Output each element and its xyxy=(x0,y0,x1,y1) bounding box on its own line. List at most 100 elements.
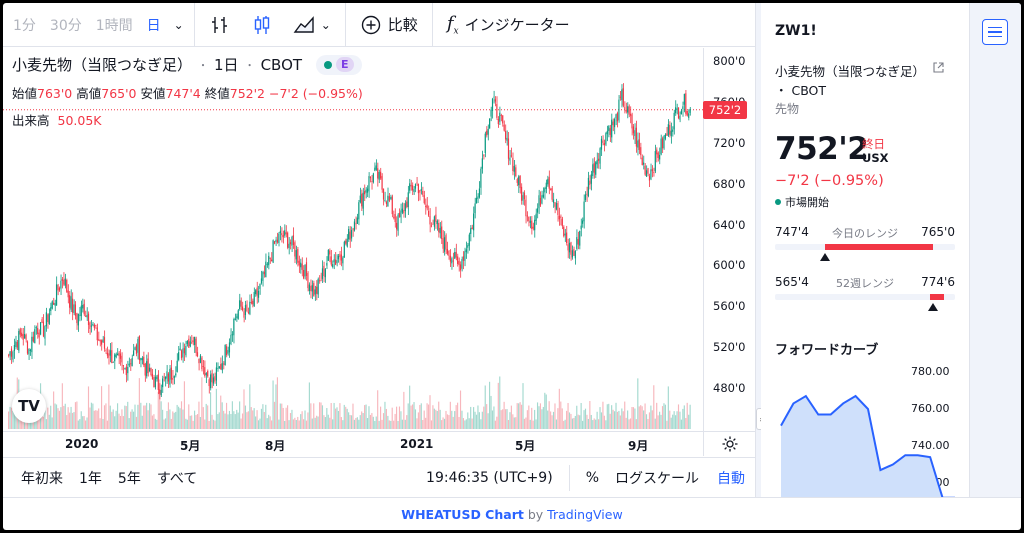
volume-bar xyxy=(279,403,281,429)
candle-body xyxy=(416,182,418,184)
volume-bar xyxy=(45,419,47,429)
toolbar-divider xyxy=(193,3,195,47)
area-style-button[interactable]: ⌄ xyxy=(283,3,341,47)
candle-body xyxy=(579,230,581,246)
volume-bar xyxy=(207,405,209,429)
candle-body xyxy=(481,158,483,169)
timeframe-1m[interactable]: 1分 xyxy=(13,17,36,34)
last-price-tag: 752'2 xyxy=(703,100,747,119)
volume-bar xyxy=(589,401,591,429)
volume-bar xyxy=(397,420,399,429)
candle-body xyxy=(217,368,219,369)
range-5y[interactable]: 5年 xyxy=(117,470,141,487)
volume-bar xyxy=(151,415,154,429)
market-status-label: 市場開始 xyxy=(785,196,829,209)
chart-link[interactable]: WHEATUSD Chart xyxy=(401,506,524,522)
tradingview-logo[interactable]: TV xyxy=(12,389,46,423)
forward-axis-label: 740.00 xyxy=(911,439,950,452)
chart-area[interactable]: 小麦先物（当限つなぎ足） ・ 1日 ・ CBOT E 始値763'0 高値765… xyxy=(3,48,755,456)
volume-bar xyxy=(211,414,213,429)
candle-body xyxy=(464,251,466,261)
candle-body xyxy=(55,284,58,306)
percent-toggle[interactable]: % xyxy=(585,469,599,486)
volume-bar xyxy=(481,411,483,429)
volume-bar xyxy=(547,410,549,429)
log-scale-toggle[interactable]: ログスケール xyxy=(615,470,699,487)
symbol-ticker[interactable]: ZW1! xyxy=(775,23,817,39)
tradingview-link[interactable]: TradingView xyxy=(547,506,623,522)
volume-bar xyxy=(509,412,511,429)
symbol-name[interactable]: 小麦先物（当限つなぎ足） xyxy=(775,64,926,79)
candle-body xyxy=(116,353,119,356)
volume-bar xyxy=(233,411,235,429)
bars-icon xyxy=(211,16,227,33)
volume-bar xyxy=(507,419,510,429)
volume-bar xyxy=(648,412,651,429)
volume-bar xyxy=(641,406,643,429)
volume-bar xyxy=(237,412,239,429)
details-toggle-button[interactable] xyxy=(982,19,1008,45)
volume-bar xyxy=(285,407,287,429)
candle-body xyxy=(337,255,340,260)
candle-body xyxy=(645,170,648,177)
clock[interactable]: 19:46:35 (UTC+9) xyxy=(426,469,553,486)
timeframe-1d[interactable]: 日 xyxy=(146,17,161,34)
volume-bar xyxy=(503,401,505,429)
candle-style-button[interactable] xyxy=(241,3,283,47)
candle-body xyxy=(497,119,499,125)
candle-body xyxy=(58,287,61,291)
market-status-badge[interactable]: E xyxy=(316,54,362,75)
candle-body xyxy=(597,158,600,161)
range-ytd[interactable]: 年初来 xyxy=(21,470,63,487)
volume-bar xyxy=(605,420,607,429)
timeframe-30m[interactable]: 30分 xyxy=(49,17,82,34)
volume-bar xyxy=(85,420,87,429)
time-axis[interactable]: 2020 5月 8月 2021 5月 9月 xyxy=(3,431,703,456)
candle-body xyxy=(391,196,393,215)
candle-body xyxy=(448,251,450,256)
auto-scale-toggle[interactable]: 自動 xyxy=(717,470,745,487)
volume-bar xyxy=(64,403,66,429)
timeframe-1h[interactable]: 1時間 xyxy=(95,17,133,34)
volume-bar xyxy=(76,401,78,429)
candle-body xyxy=(571,250,573,258)
range-1y[interactable]: 1年 xyxy=(79,470,102,487)
volume-bar xyxy=(239,401,241,429)
candle-body xyxy=(19,329,21,335)
volume-bar xyxy=(144,405,146,429)
price-chart[interactable] xyxy=(3,48,703,431)
candle-body xyxy=(608,126,610,131)
bottom-right-controls: 19:46:35 (UTC+9) % ログスケール 自動 xyxy=(418,458,755,498)
volume-bar xyxy=(220,395,222,429)
symbol-details-panel: ZW1! 小麦先物（当限つなぎ足） ・ CBOT 先物 752'2 終日 USX… xyxy=(761,3,969,497)
candle-body xyxy=(301,263,303,270)
volume-bar xyxy=(346,408,348,429)
volume-bar xyxy=(327,414,329,429)
panel-splitter[interactable] xyxy=(755,3,761,497)
compare-button[interactable]: 比較 xyxy=(350,3,428,47)
volume-bar xyxy=(257,420,260,429)
candle-body xyxy=(304,264,306,277)
volume-bar xyxy=(609,413,611,429)
volume-bar xyxy=(545,394,547,429)
candle-body xyxy=(160,389,162,396)
volume-bar xyxy=(470,406,472,429)
chart-settings-button[interactable] xyxy=(703,431,755,456)
by-label: by xyxy=(527,506,544,522)
chevron-down-icon[interactable]: ⌄ xyxy=(173,17,184,32)
volume-bar xyxy=(391,407,393,429)
volume-bar xyxy=(196,414,199,429)
volume-bar xyxy=(130,411,132,429)
candle-body xyxy=(180,350,183,359)
indicators-button[interactable]: fx インジケーター xyxy=(437,3,580,47)
range-all[interactable]: すべて xyxy=(156,470,198,487)
candle-body xyxy=(175,373,177,376)
external-link-icon[interactable] xyxy=(933,62,944,73)
bar-style-button[interactable] xyxy=(199,3,241,47)
volume-bar xyxy=(118,413,120,429)
forward-curve-line xyxy=(780,394,955,497)
forward-curve-chart[interactable] xyxy=(761,358,969,497)
candle-body xyxy=(224,344,226,366)
candle-body xyxy=(22,334,24,340)
candle-body xyxy=(465,249,467,253)
